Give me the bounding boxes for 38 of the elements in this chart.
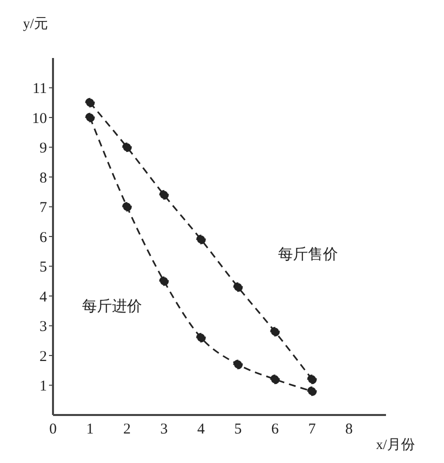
x-tick-label: 3 <box>160 422 168 438</box>
point <box>159 190 169 200</box>
y-tick-label: 2 <box>40 348 47 365</box>
point <box>307 386 317 396</box>
point <box>196 332 206 342</box>
point <box>122 142 132 152</box>
x-axis-title: x/月份 <box>376 436 415 453</box>
point <box>233 282 243 292</box>
point <box>196 234 206 244</box>
point <box>270 326 280 336</box>
point <box>233 360 243 370</box>
point <box>85 98 95 108</box>
point <box>270 374 280 384</box>
x-tick-label: 5 <box>234 422 242 438</box>
x-tick-label: 0 <box>49 422 57 438</box>
x-tick-label: 4 <box>197 422 206 438</box>
y-tick-label: 1 <box>40 378 47 395</box>
text: 每斤售价 <box>278 246 338 264</box>
x-tick-label: 7 <box>308 422 316 438</box>
y-tick-label: 3 <box>40 319 47 336</box>
point <box>85 112 95 122</box>
y-tick-label: 6 <box>40 230 48 246</box>
series-label: 每斤进价 <box>82 298 142 316</box>
point <box>159 276 169 286</box>
y-tick-label: 9 <box>40 140 47 157</box>
y-tick-label: 10 <box>32 110 47 127</box>
point <box>122 202 132 212</box>
y-tick-label: 11 <box>32 81 47 98</box>
x-tick-label: 1 <box>86 422 94 438</box>
y-axis-title: y/元 <box>23 17 48 32</box>
y-tick-label: 5 <box>40 260 47 276</box>
x-tick-label: 6 <box>271 422 280 438</box>
x-tick-label: 8 <box>345 422 353 438</box>
point <box>307 374 317 384</box>
y-tick-label: 8 <box>40 170 47 186</box>
y-tick-label: 7 <box>40 200 48 216</box>
x-tick-label: 2 <box>123 422 131 438</box>
y-tick-label: 4 <box>40 289 48 306</box>
